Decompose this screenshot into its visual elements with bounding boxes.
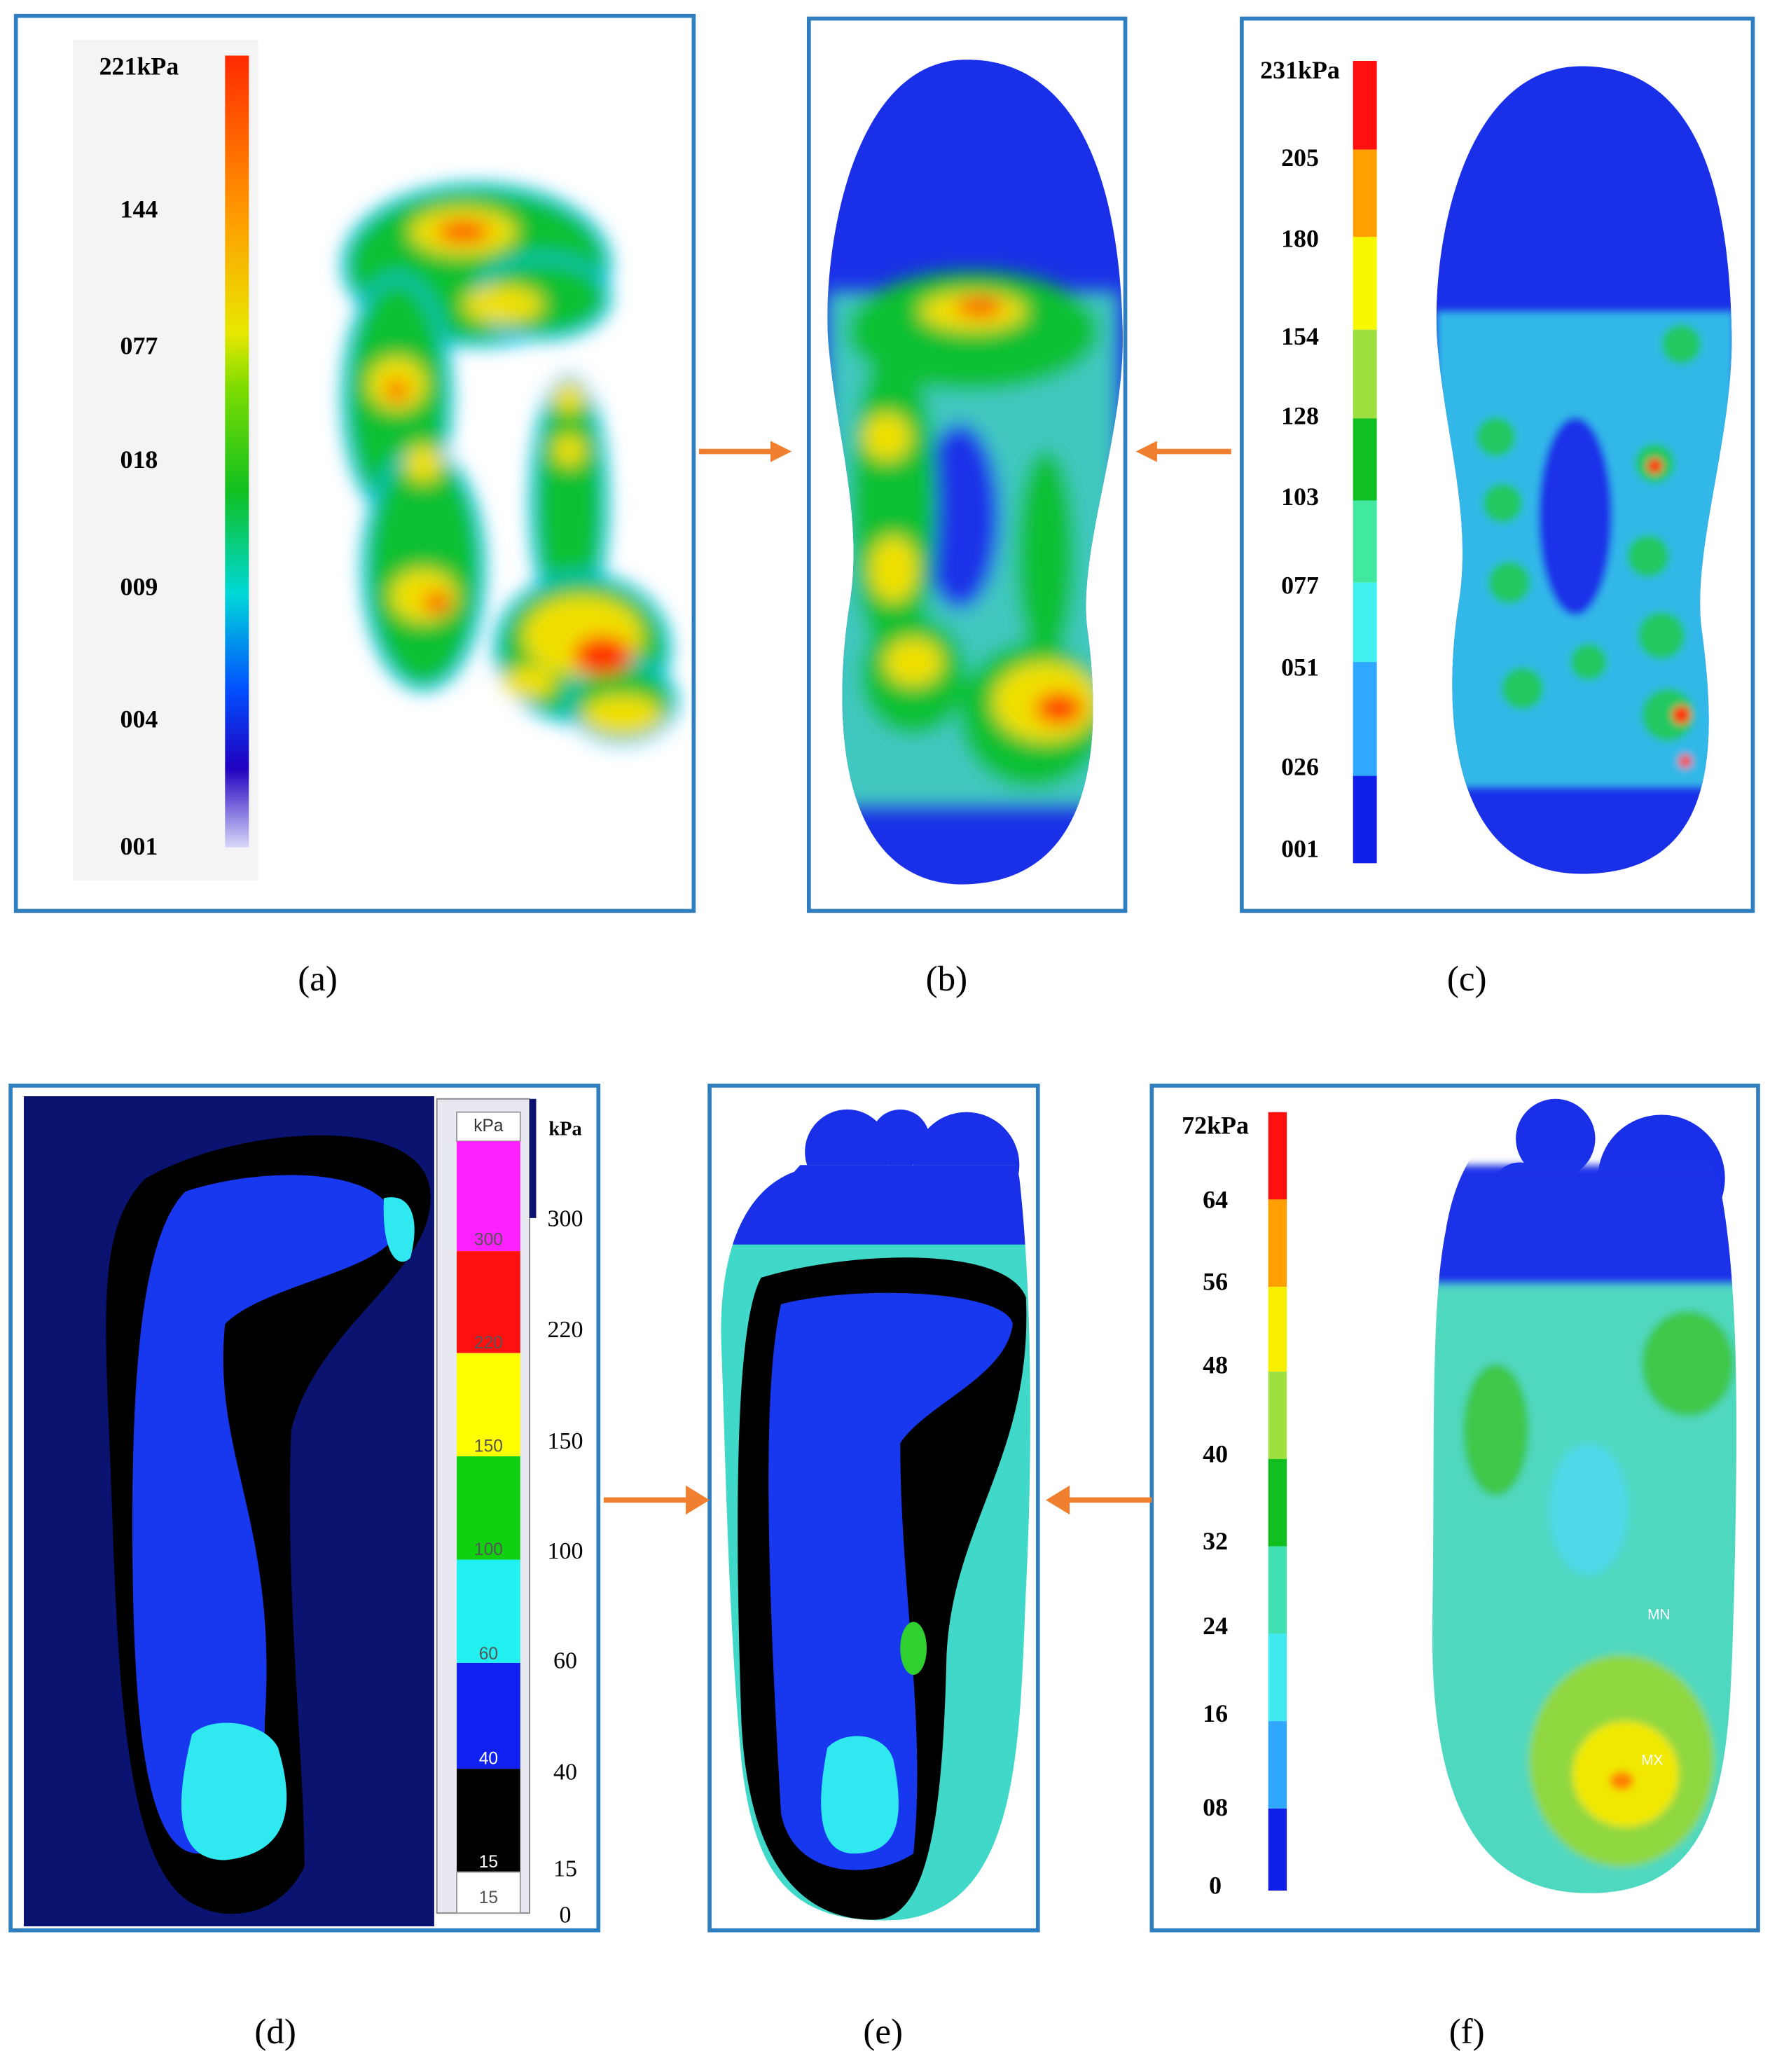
scale-label: 0 [560,1902,572,1928]
scale-label: kPa [548,1119,581,1140]
color-bar [225,55,249,848]
scale-label: 128 [1281,402,1319,430]
panel-caption: (a) [298,960,338,999]
scale-label: 154 [1281,322,1319,350]
color-bar [1353,60,1377,864]
scale-label: 180 [1281,224,1319,252]
scale-label: 48 [1203,1351,1228,1379]
color-bar [436,1098,537,1914]
panel-caption: (d) [254,2012,296,2052]
panel-e-frame [707,1084,1040,1933]
bar-label: 220 [474,1334,503,1353]
foot-map [721,1109,1030,1921]
scale-label: 24 [1203,1612,1228,1640]
scale-label: 40 [553,1760,577,1786]
scale-label: 001 [120,832,158,860]
panel-c-frame [1240,16,1755,913]
marker-label: MX [1641,1752,1663,1768]
scale-label: 64 [1203,1185,1228,1213]
pressure-map [341,182,678,745]
scale-label: 60 [553,1648,577,1674]
scale-label: 15 [553,1856,577,1881]
panel-f-frame [1149,1084,1760,1933]
scale-label: 103 [1281,483,1319,511]
panel-caption: (b) [926,960,968,999]
insole-map [1436,66,1732,874]
scale-label: 009 [120,572,158,600]
panel-caption: (f) [1449,2012,1485,2052]
bar-label: 40 [479,1749,498,1768]
scale-label: 56 [1203,1268,1228,1296]
bar-label: 15 [479,1888,498,1907]
scale-label: 018 [120,446,158,474]
insole-map [827,60,1123,885]
bar-label: 100 [474,1540,503,1559]
pressure-map [24,1096,434,1927]
scale-label: 051 [1281,654,1319,682]
scale-label: 205 [1281,144,1319,172]
scale-label: 077 [1281,571,1319,599]
scale-label: 001 [1281,835,1319,863]
panel-a-frame [13,13,696,913]
bar-label: 150 [474,1437,503,1456]
scale-label: 026 [1281,752,1319,780]
scale-label: 40 [1203,1439,1228,1467]
scale-label: 004 [120,705,158,733]
scale-label: 221kPa [99,53,179,81]
scale-label: 077 [120,331,158,359]
scale-label: 32 [1203,1527,1228,1555]
bar-label: 300 [474,1230,503,1249]
marker-label: MN [1647,1606,1670,1622]
bar-header: kPa [473,1117,504,1135]
scale-label: 16 [1203,1699,1228,1727]
panel-d-frame [8,1084,601,1933]
scale-label: 100 [548,1538,583,1564]
scale-label: 150 [548,1428,583,1454]
foot-map [1432,1098,1737,1893]
panel-caption: (c) [1447,960,1487,999]
scale-label: 08 [1203,1793,1228,1821]
arrow [603,441,1231,1515]
scale-label: 231kPa [1260,56,1340,84]
scale-label: 0 [1209,1871,1222,1899]
scale-label: 300 [548,1206,583,1231]
panel-caption: (e) [863,2012,903,2052]
bar-label: 60 [479,1645,498,1664]
panel-b-frame [806,16,1128,913]
scale-label: 144 [120,195,158,223]
scale-label: 220 [548,1317,583,1343]
scale-label: 72kPa [1182,1112,1249,1140]
bar-label: 15 [479,1853,498,1872]
color-bar [1268,1112,1287,1891]
